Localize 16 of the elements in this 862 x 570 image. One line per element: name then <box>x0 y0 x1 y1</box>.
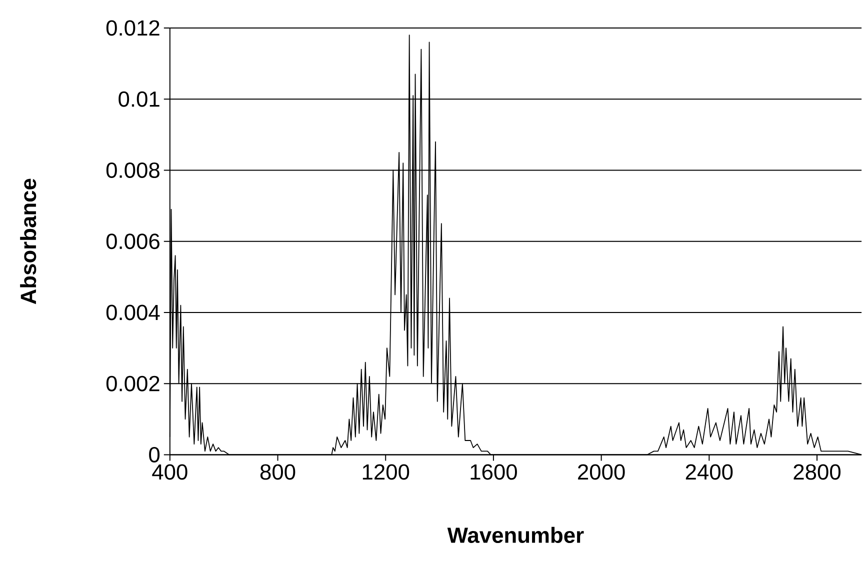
x-tick-label: 2400 <box>686 464 733 480</box>
y-axis-title: Absorbance <box>20 178 36 304</box>
x-tick-label: 400 <box>152 464 188 480</box>
x-tick-label: 1200 <box>362 464 410 480</box>
y-tick-label: 0 <box>149 447 160 463</box>
x-tick-label: 2000 <box>578 464 625 480</box>
x-tick-label: 800 <box>260 464 296 480</box>
y-tick-label: 0.012 <box>106 20 160 36</box>
y-tick-label: 0.004 <box>106 304 160 320</box>
y-tick-label: 0.006 <box>106 234 160 250</box>
x-tick-label: 1600 <box>470 464 517 480</box>
x-axis-title: Wavenumber <box>447 527 584 544</box>
y-tick-label: 0.01 <box>118 92 160 108</box>
y-tick-label: 0.008 <box>106 162 160 178</box>
x-tick-label: 2800 <box>794 464 841 480</box>
y-tick-label: 0.002 <box>106 376 160 392</box>
